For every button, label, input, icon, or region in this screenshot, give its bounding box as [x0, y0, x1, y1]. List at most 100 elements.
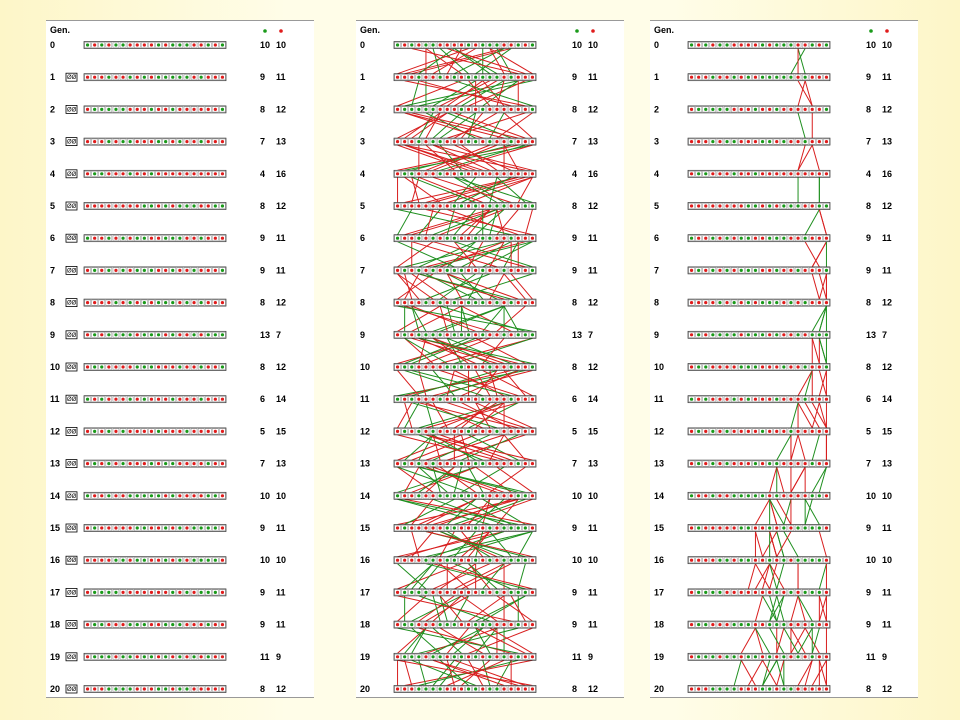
individual-dot: [718, 365, 722, 369]
individual-dot: [732, 107, 736, 111]
chromosome-pair-icon[interactable]: ØØ: [65, 394, 78, 404]
generation-row: 5 8 12: [360, 201, 598, 211]
individual-dot: [502, 655, 506, 659]
chromosome-pair-icon[interactable]: ØØ: [65, 459, 78, 469]
individual-dot: [156, 494, 161, 498]
individual-dot: [199, 204, 203, 208]
lineage-line: [397, 659, 533, 686]
individual-dot: [725, 236, 729, 240]
chromosome-pair-icon[interactable]: ØØ: [65, 652, 78, 662]
chromosome-pair-icon[interactable]: ØØ: [65, 298, 78, 308]
chromosome-pair-icon[interactable]: ØØ: [65, 169, 78, 179]
individual-dot: [185, 75, 189, 79]
chromosome-pair-icon[interactable]: ØØ: [65, 330, 78, 340]
red-count: 7: [882, 330, 887, 340]
individual-dot: [509, 301, 513, 305]
chromosome-pair-icon[interactable]: ØØ: [65, 201, 78, 211]
population-bar: [687, 588, 831, 597]
chromosome-pair-icon[interactable]: ØØ: [65, 233, 78, 243]
individual-dot: [121, 365, 125, 369]
generation-row: 12 5 15: [654, 426, 892, 436]
red-count: 10: [588, 555, 598, 565]
generation-number: 0: [50, 40, 55, 50]
chromosome-pair-icon[interactable]: ØØ: [65, 265, 78, 275]
generation-number: 7: [654, 265, 659, 275]
chromosome-pair-icon[interactable]: ØØ: [65, 362, 78, 372]
svg-text:ØØ: ØØ: [67, 526, 77, 532]
individual-dot: [718, 462, 722, 466]
individual-dot: [725, 429, 729, 433]
chromosome-pair-icon[interactable]: ØØ: [65, 620, 78, 629]
chromosome-pair-icon[interactable]: ØØ: [65, 72, 78, 82]
individual-dot: [495, 429, 499, 433]
individual-dot: [739, 43, 743, 47]
individual-dot: [824, 268, 829, 272]
individual-dot: [149, 333, 154, 337]
individual-dot: [810, 204, 814, 208]
individual-dot: [817, 558, 821, 562]
chromosome-pair-icon[interactable]: ØØ: [65, 588, 78, 597]
individual-dot: [495, 623, 499, 627]
lineage-line: [790, 595, 799, 622]
individual-dot: [481, 590, 485, 595]
individual-dot: [93, 301, 97, 305]
individual-dot: [85, 687, 90, 691]
individual-dot: [753, 655, 758, 659]
lineage-line: [439, 209, 505, 236]
individual-dot: [410, 236, 414, 240]
chromosome-pair-icon[interactable]: ØØ: [65, 684, 78, 694]
lineage-line: [461, 305, 512, 332]
green-count: 8: [572, 362, 577, 372]
chromosome-pair-icon[interactable]: ØØ: [65, 137, 78, 146]
green-count: 7: [572, 459, 577, 469]
individual-dot: [171, 301, 175, 305]
individual-dot: [431, 462, 435, 466]
individual-dot: [725, 623, 729, 627]
individual-dot: [704, 43, 708, 47]
generation-number: 5: [50, 201, 55, 211]
individual-dot: [185, 623, 189, 627]
lineage-line: [425, 209, 533, 236]
population-bar: [83, 41, 227, 49]
individual-dot: [459, 397, 464, 401]
chromosome-pair-icon[interactable]: ØØ: [65, 555, 78, 565]
lineage-line: [496, 209, 505, 235]
individual-dot: [178, 365, 182, 369]
individual-dot: [431, 429, 435, 433]
individual-dot: [417, 268, 421, 272]
individual-dot: [481, 43, 485, 47]
lineage-line: [432, 144, 491, 171]
individual-dot: [220, 590, 225, 595]
individual-dot: [213, 590, 217, 595]
generation-row: 11 6 14: [360, 394, 598, 404]
individual-dot: [488, 140, 492, 144]
individual-dot: [746, 333, 750, 337]
individual-dot: [495, 204, 499, 208]
individual-dot: [93, 494, 97, 498]
chromosome-pair-icon[interactable]: ØØ: [65, 105, 78, 114]
individual-dot: [796, 397, 800, 401]
chromosome-pair-icon[interactable]: ØØ: [65, 523, 78, 533]
individual-dot: [732, 333, 736, 337]
red-count: 14: [882, 394, 892, 404]
individual-dot: [704, 204, 708, 208]
individual-dot: [213, 655, 217, 659]
individual-dot: [93, 655, 97, 659]
individual-dot: [121, 397, 125, 401]
individual-dot: [474, 204, 478, 208]
individual-dot: [768, 204, 772, 208]
lineage-line: [411, 337, 476, 364]
individual-dot: [417, 429, 421, 433]
individual-dot: [142, 75, 146, 79]
chromosome-pair-icon[interactable]: ØØ: [65, 426, 78, 436]
individual-dot: [431, 623, 435, 627]
generation-number: 2: [50, 104, 55, 114]
chromosome-pair-icon[interactable]: ØØ: [65, 491, 78, 501]
generation-row: 6 9 11: [654, 233, 892, 243]
individual-dot: [746, 526, 750, 530]
green-count: 8: [866, 104, 871, 114]
individual-dot: [789, 590, 793, 595]
generation-number: 13: [654, 459, 664, 469]
individual-dot: [93, 268, 97, 272]
generation-row: 2 ØØ 8 12: [50, 104, 286, 114]
